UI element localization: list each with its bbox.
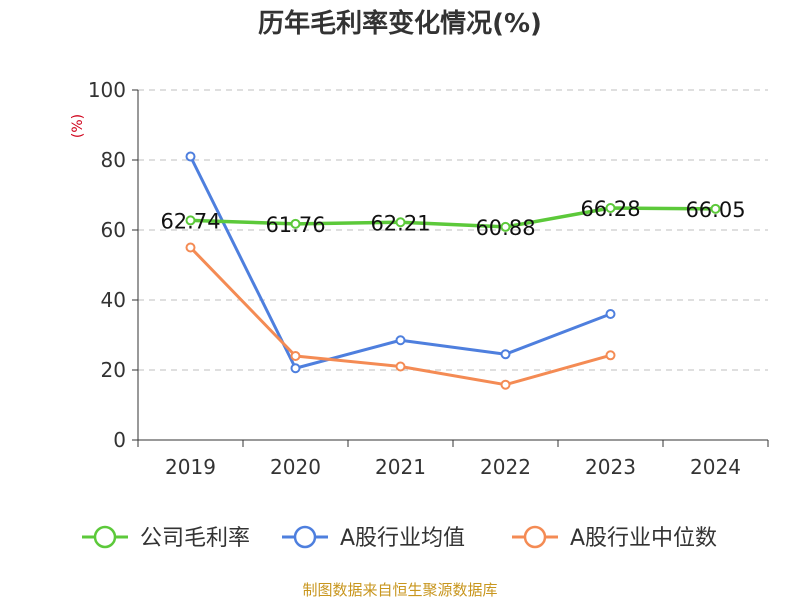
data-label: 60.88 — [475, 216, 535, 240]
legend-marker-icon — [93, 525, 117, 549]
y-tick-label: 0 — [113, 428, 126, 452]
series-point-1 — [500, 349, 511, 360]
source-note: 制图数据来自恒生聚源数据库 — [302, 581, 497, 599]
data-label: 62.21 — [370, 211, 430, 235]
x-tick-label: 2023 — [585, 455, 636, 479]
legend-marker-icon — [523, 525, 547, 549]
series-point-0 — [395, 217, 406, 228]
data-label: 62.74 — [160, 209, 220, 233]
data-labels: 62.74 61.76 62.21 60.88 66.28 66.05 — [160, 197, 745, 240]
series-point-0 — [290, 218, 301, 229]
series-point-2 — [290, 351, 301, 361]
series-point-0 — [710, 203, 721, 214]
series-point-0 — [605, 203, 616, 214]
x-tick-label: 2019 — [165, 455, 216, 479]
legend: 公司毛利率 A股行业均值 A股行业中位数 — [82, 525, 717, 551]
y-tick-label: 20 — [101, 358, 126, 382]
series-point-1 — [395, 335, 406, 346]
y-tick-label: 60 — [101, 218, 126, 242]
y-tick-label: 100 — [88, 78, 126, 102]
legend-label: 公司毛利率 — [140, 526, 250, 551]
series-point-0 — [185, 215, 196, 226]
y-tick-label: 40 — [101, 288, 126, 312]
series-point-0 — [500, 221, 511, 232]
axes: 0 20 40 60 80 100 2019 2020 2021 2022 2023 2024 — [88, 78, 769, 479]
legend-label: A股行业均值 — [340, 526, 465, 551]
x-tick-label: 2021 — [375, 455, 426, 479]
data-label: 61.76 — [265, 213, 325, 237]
x-tick-label: 2024 — [690, 455, 741, 479]
y-tick-label: 80 — [101, 148, 126, 172]
legend-label: A股行业中位数 — [570, 526, 717, 551]
grid — [138, 89, 768, 371]
x-tick-label: 2020 — [270, 455, 321, 479]
y-axis-unit: (%) — [70, 114, 86, 138]
chart-title: 历年毛利率变化情况(%) — [258, 8, 542, 39]
data-label: 66.28 — [580, 197, 640, 221]
series-point-1 — [290, 363, 301, 374]
series-point-1 — [605, 309, 616, 319]
legend-marker-icon — [293, 525, 317, 549]
series-point-2 — [395, 361, 406, 372]
x-tick-label: 2022 — [480, 455, 531, 479]
series-point-2 — [500, 379, 511, 390]
series-line-0 — [190, 206, 716, 229]
series-plot — [185, 151, 721, 390]
series-point-1 — [185, 151, 196, 162]
series-point-2 — [605, 350, 616, 361]
data-label: 66.05 — [685, 198, 745, 222]
series-point-2 — [185, 242, 196, 253]
